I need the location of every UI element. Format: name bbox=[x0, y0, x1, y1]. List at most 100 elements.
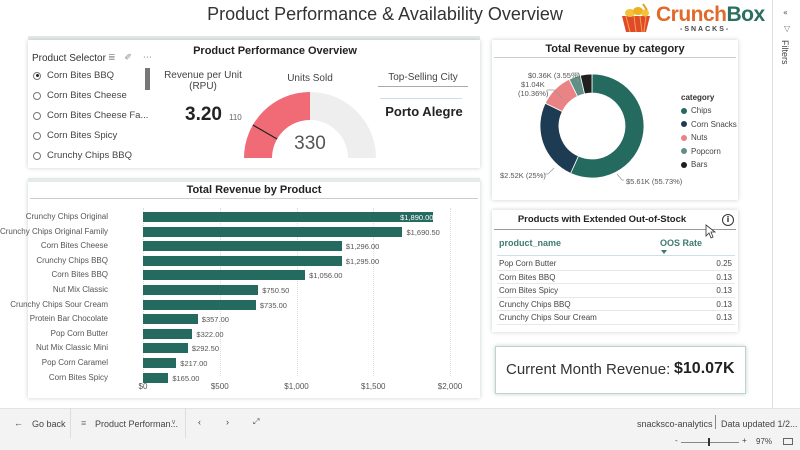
category-chart-title: Total Revenue by category bbox=[545, 43, 685, 55]
bar-data-label: $1,296.00 bbox=[345, 242, 380, 252]
page-selector-chevron-icon[interactable]: ∨ bbox=[171, 419, 177, 426]
legend-item[interactable]: Chips bbox=[681, 106, 711, 115]
back-arrow-icon[interactable]: ← bbox=[14, 418, 23, 428]
legend-dot-icon bbox=[681, 121, 687, 127]
x-gridline bbox=[450, 208, 451, 376]
bar-category-label: Crunchy Chips Original bbox=[25, 212, 108, 221]
bar[interactable] bbox=[143, 314, 198, 325]
page-list-icon[interactable]: ≡ bbox=[81, 418, 87, 428]
bar[interactable] bbox=[143, 270, 306, 281]
legend-dot-icon bbox=[681, 161, 687, 168]
oos-rate-cell: 0.25 bbox=[716, 259, 732, 268]
radio-button[interactable] bbox=[33, 111, 41, 120]
zoom-slider-handle[interactable] bbox=[708, 438, 710, 446]
bar-category-label: Corn Bites Cheese bbox=[40, 241, 108, 251]
slicer-item[interactable]: Corn Bites Cheese Fa... bbox=[33, 110, 148, 121]
zoom-level: 97% bbox=[756, 437, 773, 446]
table-row[interactable]: Pop Corn Butter 0.25 bbox=[497, 257, 735, 271]
bar[interactable] bbox=[143, 241, 342, 252]
slicer-item[interactable]: Corn Bites BBQ bbox=[33, 70, 114, 81]
bar[interactable] bbox=[143, 343, 188, 354]
bar[interactable] bbox=[143, 226, 403, 237]
filter-icon[interactable]: ≣ bbox=[108, 53, 116, 63]
oos-col-product-name[interactable]: product_name bbox=[499, 238, 562, 248]
fullscreen-icon[interactable]: ⤢ bbox=[253, 417, 260, 426]
bar-data-label: $357.00 bbox=[201, 315, 229, 325]
eraser-icon[interactable]: ✐ bbox=[124, 53, 132, 63]
donut-slice-chips[interactable] bbox=[570, 73, 645, 179]
bar[interactable] bbox=[143, 299, 256, 310]
bar-data-label: $217.00 bbox=[180, 359, 208, 368]
product-chart-title-rule bbox=[30, 198, 478, 199]
rpu-value: 3.20 bbox=[185, 104, 222, 125]
zoom-in-button[interactable]: + bbox=[742, 436, 747, 445]
bar[interactable] bbox=[143, 212, 434, 222]
zoom-slider-track[interactable] bbox=[681, 442, 739, 443]
donut-label-bars: $0.36K (3.55%) bbox=[528, 71, 581, 80]
rpu-label-line1: Revenue per Unit bbox=[164, 70, 242, 81]
bar-data-label: $322.00 bbox=[196, 329, 224, 339]
oos-title-rule bbox=[494, 229, 736, 230]
slicer-item[interactable]: Corn Bites Cheese bbox=[33, 90, 127, 101]
x-tick-label: $1,500 bbox=[361, 382, 386, 391]
radio-button[interactable] bbox=[33, 91, 41, 100]
legend-item[interactable]: Bars bbox=[681, 160, 707, 169]
slicer-item[interactable]: Corn Bites Spicy bbox=[33, 130, 117, 141]
legend-item[interactable]: Popcorn bbox=[681, 147, 721, 156]
x-tick-label: $500 bbox=[210, 382, 229, 391]
filters-pane-label[interactable]: Filters bbox=[780, 40, 790, 65]
next-page-icon[interactable]: › bbox=[226, 417, 229, 427]
go-back-button[interactable]: Go back bbox=[32, 419, 66, 429]
bar-category-label: Nut Mix Classic bbox=[52, 285, 108, 294]
bar[interactable] bbox=[143, 285, 259, 295]
slicer-item[interactable]: Crunchy Chips BBQ bbox=[33, 150, 132, 161]
logo-wordmark: CrunchBox bbox=[656, 3, 765, 27]
zoom-out-button[interactable]: - bbox=[675, 436, 678, 445]
bar-category-label: Crunchy Chips Original Family bbox=[0, 226, 108, 236]
radio-button[interactable] bbox=[33, 131, 41, 140]
bar[interactable] bbox=[143, 372, 169, 383]
page-title: Product Performance & Availability Overv… bbox=[207, 4, 563, 24]
slicer-scrollbar[interactable] bbox=[145, 68, 150, 90]
bar-data-label: $1,890.00 bbox=[400, 213, 434, 222]
bar-category-label: Corn Bites Spicy bbox=[48, 372, 108, 382]
donut-label-corn-snacks: $2.52K (25%) bbox=[500, 171, 546, 180]
product-name-cell: Crunchy Chips Sour Cream bbox=[499, 313, 597, 323]
product-name-cell: Corn Bites Spicy bbox=[499, 286, 559, 296]
oos-col-rate[interactable]: OOS Rate bbox=[660, 238, 703, 248]
oos-rate-cell: 0.13 bbox=[716, 272, 732, 282]
legend-item[interactable]: Corn Snacks bbox=[681, 120, 737, 129]
donut-slice-corn-snacks[interactable] bbox=[539, 102, 579, 174]
collapse-chevron-icon[interactable]: « bbox=[783, 8, 788, 17]
slicer-item-label: Crunchy Chips BBQ bbox=[47, 150, 133, 161]
prev-page-icon[interactable]: ‹ bbox=[198, 417, 201, 427]
table-row[interactable]: Crunchy Chips Sour Cream 0.13 bbox=[497, 311, 735, 325]
bar-data-label: $1,056.00 bbox=[309, 271, 343, 281]
legend-item[interactable]: Nuts bbox=[681, 133, 707, 142]
bar-category-label: Nut Mix Classic Mini bbox=[35, 343, 108, 353]
info-icon[interactable]: i bbox=[722, 214, 734, 226]
fit-to-page-icon[interactable] bbox=[783, 438, 793, 445]
gauge-value: 330 bbox=[294, 133, 326, 154]
radio-button[interactable] bbox=[33, 71, 41, 80]
table-row[interactable]: Corn Bites BBQ 0.13 bbox=[497, 271, 735, 285]
overview-title: Product Performance Overview bbox=[193, 45, 357, 57]
table-row[interactable]: Corn Bites Spicy 0.13 bbox=[497, 284, 735, 298]
slicer-header-icons: ≣ ✐ ⋯ bbox=[108, 53, 152, 63]
city-value: Porto Alegre bbox=[385, 104, 463, 119]
kpi-label: Current Month Revenue: bbox=[506, 361, 671, 378]
sort-desc-icon bbox=[661, 250, 667, 254]
donut-slice-bars[interactable] bbox=[579, 73, 593, 95]
bar[interactable] bbox=[143, 255, 342, 266]
legend-label: Nuts bbox=[691, 133, 708, 142]
x-tick-label: $0 bbox=[138, 382, 148, 391]
oos-table-card bbox=[492, 210, 738, 332]
slicer-item-label: Corn Bites BBQ bbox=[47, 70, 115, 81]
more-options-icon[interactable]: ⋯ bbox=[142, 53, 152, 63]
table-row[interactable]: Crunchy Chips BBQ 0.13 bbox=[497, 298, 735, 312]
bar[interactable] bbox=[143, 328, 193, 339]
radio-button[interactable] bbox=[33, 151, 41, 160]
bar[interactable] bbox=[143, 358, 177, 368]
filters-pane[interactable] bbox=[772, 0, 800, 408]
page-selector[interactable]: Product Performan... bbox=[95, 419, 179, 429]
